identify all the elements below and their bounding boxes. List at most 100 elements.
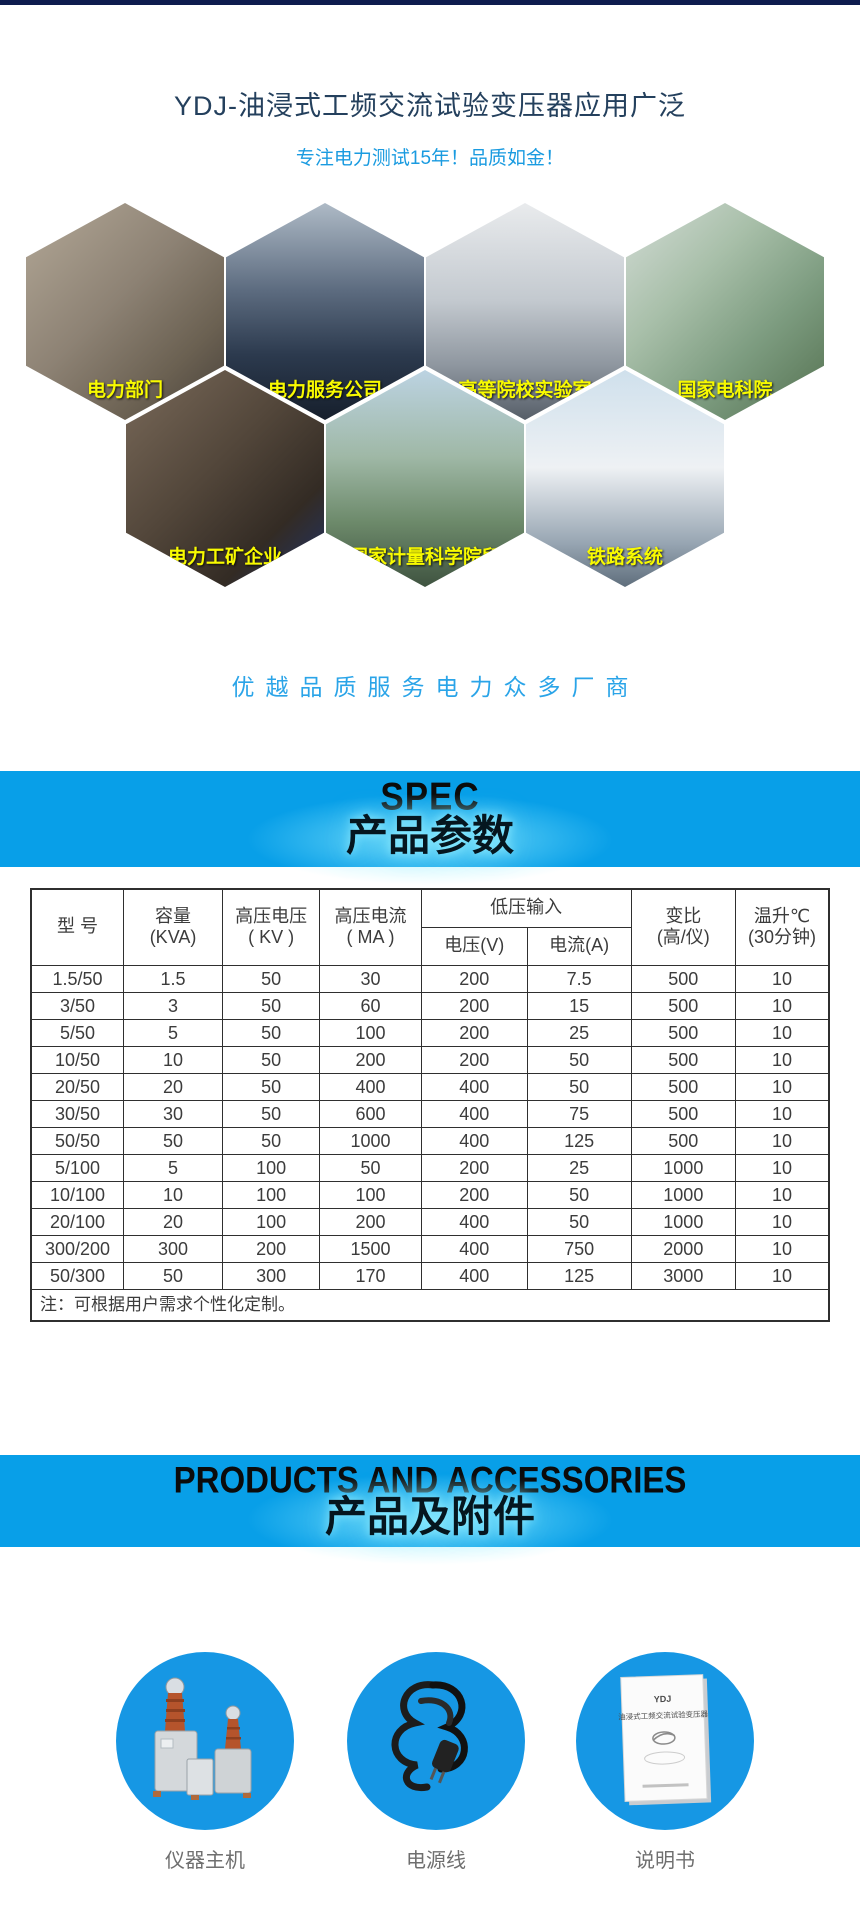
table-cell: 10 — [123, 1045, 223, 1074]
table-body: 1.5/50 1.5 50 30 200 7.5 500 10 3/50 3 50 60 200 15 50… — [30, 964, 830, 1290]
table-cell: 50 — [123, 1126, 223, 1155]
table-cell: 2000 — [630, 1234, 737, 1263]
table-cell: 5 — [123, 1153, 223, 1182]
table-cell: 100 — [221, 1207, 321, 1236]
col-header-line: (30分钟) — [748, 927, 817, 948]
table-cell: 50/300 — [30, 1261, 125, 1290]
accessories-section-banner: PRODUCTS AND ACCESSORIES 产品及附件 — [0, 1455, 860, 1567]
table-cell: 50 — [526, 1207, 632, 1236]
table-header-row-2: 电压(V) 电流(A) — [31, 926, 829, 966]
table-cell: 10 — [735, 1045, 830, 1074]
table-cell: 25 — [526, 1153, 632, 1182]
col-header-line: 容量 — [155, 905, 192, 926]
table-cell: 125 — [526, 1126, 632, 1155]
table-cell: 20 — [123, 1072, 223, 1101]
hexagon-label: 国家计量科学院所 — [348, 547, 501, 568]
table-cell: 400 — [420, 1126, 528, 1155]
manual-book-icon: YDJ 油浸式工频交流试验变压器 — [618, 1674, 712, 1806]
table-cell: 300 — [123, 1234, 223, 1263]
table-cell: 10 — [735, 1099, 830, 1128]
table-cell: 170 — [319, 1261, 422, 1290]
table-cell: 500 — [630, 1072, 737, 1101]
table-cell: 200 — [420, 1045, 528, 1074]
table-cell: 50 — [221, 1072, 321, 1101]
table-cell: 10/50 — [30, 1045, 125, 1074]
table-row: 50/50 50 50 1000 400 125 500 10 — [30, 1126, 830, 1155]
table-cell: 1000 — [630, 1180, 737, 1209]
table-cell: 400 — [420, 1261, 528, 1290]
hexagon-label: 电力服务公司 — [267, 380, 382, 401]
table-cell: 200 — [221, 1234, 321, 1263]
accessories-banner-zh-title: 产品及附件 — [324, 1493, 535, 1541]
table-cell: 500 — [630, 1045, 737, 1074]
table-cell: 100 — [319, 1018, 422, 1047]
table-cell: 30 — [319, 964, 422, 993]
col-header-line: 高压电压 — [235, 905, 308, 926]
hexagon-label: 国家电科院 — [677, 380, 773, 401]
table-row: 10/50 10 50 200 200 50 500 10 — [30, 1045, 830, 1074]
table-row: 3/50 3 50 60 200 15 500 10 — [30, 991, 830, 1020]
product-power-cable: 电源线 — [347, 1652, 525, 1873]
col-header-lv-input-group: 低压输入 — [420, 888, 632, 928]
table-cell: 50 — [123, 1261, 223, 1290]
table-cell: 10 — [123, 1180, 223, 1209]
col-header-hv-current: 高压电流 ( MA ) — [319, 888, 422, 966]
table-cell: 7.5 — [526, 964, 632, 993]
table-cell: 300/200 — [30, 1234, 125, 1263]
table-cell: 750 — [526, 1234, 632, 1263]
table-cell: 10 — [735, 1207, 830, 1236]
table-cell: 5 — [123, 1018, 223, 1047]
table-cell: 1.5 — [123, 964, 223, 993]
table-cell: 500 — [630, 991, 737, 1020]
hexagon-label: 高等院校实验室 — [458, 380, 592, 401]
table-cell: 100 — [221, 1180, 321, 1209]
table-cell: 400 — [420, 1072, 528, 1101]
table-cell: 10/100 — [30, 1180, 125, 1209]
table-cell: 20/100 — [30, 1207, 125, 1236]
table-cell: 10 — [735, 1234, 830, 1263]
table-cell: 100 — [221, 1153, 321, 1182]
table-cell: 300 — [221, 1261, 321, 1290]
table-row: 20/100 20 100 200 400 50 1000 10 — [30, 1207, 830, 1236]
col-header-line: (高/仪) — [656, 927, 710, 948]
table-cell: 50 — [221, 1018, 321, 1047]
table-cell: 50 — [526, 1180, 632, 1209]
product-label: 说明书 — [635, 1850, 695, 1872]
power-cable-icon — [391, 1681, 468, 1792]
table-cell: 200 — [420, 964, 528, 993]
col-header-ratio: 变比 (高/仪) — [630, 888, 737, 966]
table-cell: 100 — [319, 1180, 422, 1209]
col-header-line: ( KV ) — [248, 927, 295, 948]
product-spec-table: 型 号 容量 (KVA) 高压电压 ( KV ) 高压电流 ( MA ) 低压输… — [30, 888, 830, 1322]
table-cell: 50 — [221, 1045, 321, 1074]
table-cell: 50 — [526, 1045, 632, 1074]
table-cell: 200 — [420, 1180, 528, 1209]
table-cell: 1000 — [630, 1153, 737, 1182]
products-and-accessories: 仪器主机 电源线 YDJ 油浸式工 — [0, 1652, 860, 1908]
hexagon-label: 铁路系统 — [586, 547, 663, 568]
product-manual: YDJ 油浸式工频交流试验变压器 说明书 — [576, 1652, 754, 1873]
table-cell: 10 — [735, 964, 830, 993]
manual-cover-subtitle: 油浸式工频交流试验变压器 — [618, 1708, 709, 1721]
table-row: 1.5/50 1.5 50 30 200 7.5 500 10 — [30, 964, 830, 993]
product-main-unit: 仪器主机 — [116, 1652, 294, 1873]
table-cell: 10 — [735, 991, 830, 1020]
table-cell: 200 — [319, 1045, 422, 1074]
table-cell: 500 — [630, 1018, 737, 1047]
manual-cover-title: YDJ — [654, 1694, 672, 1705]
table-cell: 10 — [735, 1180, 830, 1209]
table-cell: 10 — [735, 1261, 830, 1290]
table-row: 5/100 5 100 50 200 25 1000 10 — [30, 1153, 830, 1182]
table-row: 10/100 10 100 100 200 50 1000 10 — [30, 1180, 830, 1209]
table-cell: 400 — [420, 1099, 528, 1128]
table-cell: 200 — [420, 991, 528, 1020]
table-cell: 15 — [526, 991, 632, 1020]
table-cell: 10 — [735, 1018, 830, 1047]
table-cell: 20 — [123, 1207, 223, 1236]
table-cell: 20/50 — [30, 1072, 125, 1101]
table-note: 注：可根据用户需求个性化定制。 — [30, 1288, 830, 1321]
table-cell: 200 — [420, 1018, 528, 1047]
col-header-lv-current: 电流(A) — [526, 926, 632, 966]
table-cell: 10 — [735, 1153, 830, 1182]
